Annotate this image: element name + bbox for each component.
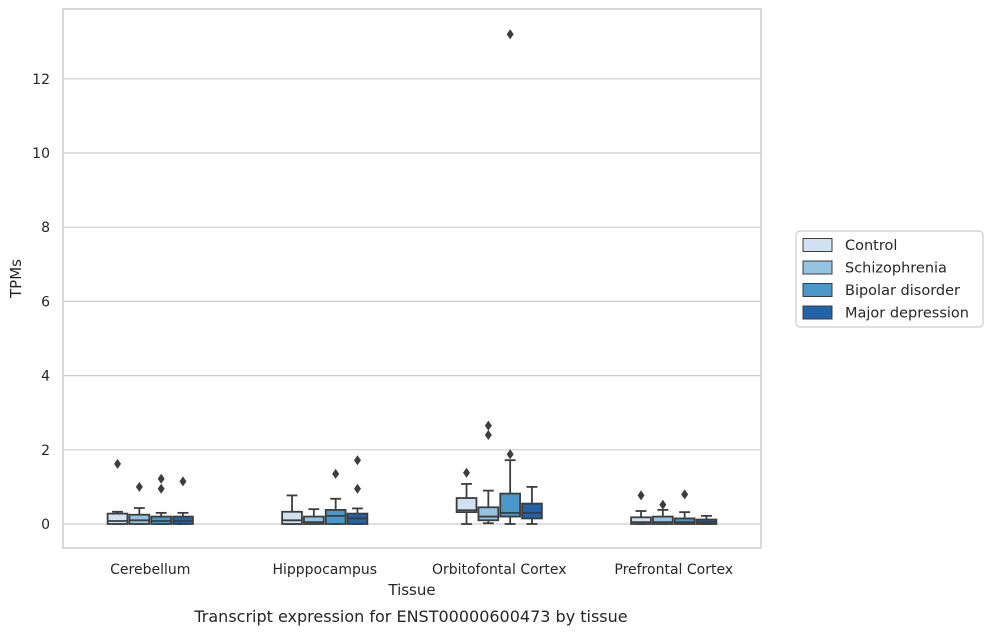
- box: [630, 490, 652, 525]
- legend-label: Bipolar disorder: [845, 283, 960, 299]
- outlier-point: [484, 429, 492, 440]
- legend-label: Schizophrenia: [845, 261, 947, 277]
- outlier-point: [353, 455, 361, 466]
- box-iqr: [477, 506, 500, 522]
- y-tick-label: 4: [41, 369, 50, 385]
- box: [324, 468, 347, 525]
- box-iqr: [106, 512, 129, 525]
- y-tick-labels: 0 2 4 6 8 10 12: [32, 72, 50, 533]
- box: [652, 499, 674, 525]
- box-iqr: [652, 515, 674, 525]
- outlier-point: [157, 483, 165, 494]
- legend-frame: [795, 230, 984, 328]
- y-axis-label: TPMs: [7, 259, 25, 299]
- box-iqr: [521, 502, 543, 520]
- x-tick-label: Cerebellum: [110, 562, 190, 578]
- chart-title: Transcript expression for ENST0000060047…: [193, 607, 627, 626]
- box: [477, 420, 500, 525]
- outlier-point: [332, 468, 340, 479]
- x-tick-label: Prefrontal Cortex: [614, 562, 733, 578]
- box-iqr: [499, 492, 521, 518]
- y-tick-label: 0: [41, 517, 50, 533]
- y-tick-label: 6: [41, 294, 50, 310]
- box: [346, 455, 369, 525]
- legend-label: Control: [845, 238, 897, 254]
- box: [695, 514, 718, 525]
- box: [499, 29, 521, 525]
- outlier-point: [506, 29, 514, 40]
- box-iqr: [281, 510, 303, 525]
- box: [150, 473, 172, 525]
- outlier-point: [659, 499, 667, 510]
- box-iqr: [673, 517, 696, 525]
- outlier-point: [135, 481, 143, 492]
- box: [455, 467, 478, 525]
- outlier-point: [637, 490, 645, 501]
- outlier-point: [157, 473, 165, 484]
- outlier-point: [179, 476, 187, 487]
- y-tick-label: 2: [41, 443, 50, 459]
- x-tick-labels: Cerebellum Hipppocampus Orbitofontal Corte…: [110, 562, 733, 578]
- box: [172, 476, 194, 525]
- box-groups: [106, 29, 718, 525]
- box-iqr: [128, 513, 151, 525]
- y-tick-label: 10: [32, 146, 50, 162]
- outlier-point: [353, 483, 361, 494]
- box: [521, 485, 543, 525]
- box-iqr: [303, 515, 325, 525]
- outlier-point: [506, 449, 514, 460]
- legend-swatch: [802, 260, 833, 275]
- box: [303, 508, 325, 525]
- box: [128, 481, 151, 525]
- box: [673, 489, 696, 525]
- box-iqr: [324, 509, 347, 525]
- outlier-point: [681, 489, 689, 500]
- legend-swatch: [802, 305, 833, 320]
- legend: Control Schizophrenia Bipolar disorder Majo…: [795, 230, 984, 328]
- legend-swatch: [802, 283, 833, 297]
- box: [281, 494, 303, 525]
- y-tick-label: 12: [32, 72, 50, 88]
- x-tick-label: Hipppocampus: [272, 562, 377, 578]
- box: [106, 458, 129, 525]
- y-tick-label: 8: [41, 220, 50, 236]
- x-axis-label: Tissue: [387, 581, 435, 599]
- box-iqr: [455, 497, 478, 514]
- box-iqr: [630, 516, 652, 525]
- legend-label: Major depression: [845, 306, 969, 322]
- outlier-point: [484, 420, 492, 431]
- x-tick-label: Orbitofontal Cortex: [432, 562, 567, 578]
- outlier-point: [114, 458, 122, 469]
- plot-area: [62, 8, 762, 549]
- outlier-point: [463, 467, 471, 478]
- legend-swatch: [802, 238, 833, 252]
